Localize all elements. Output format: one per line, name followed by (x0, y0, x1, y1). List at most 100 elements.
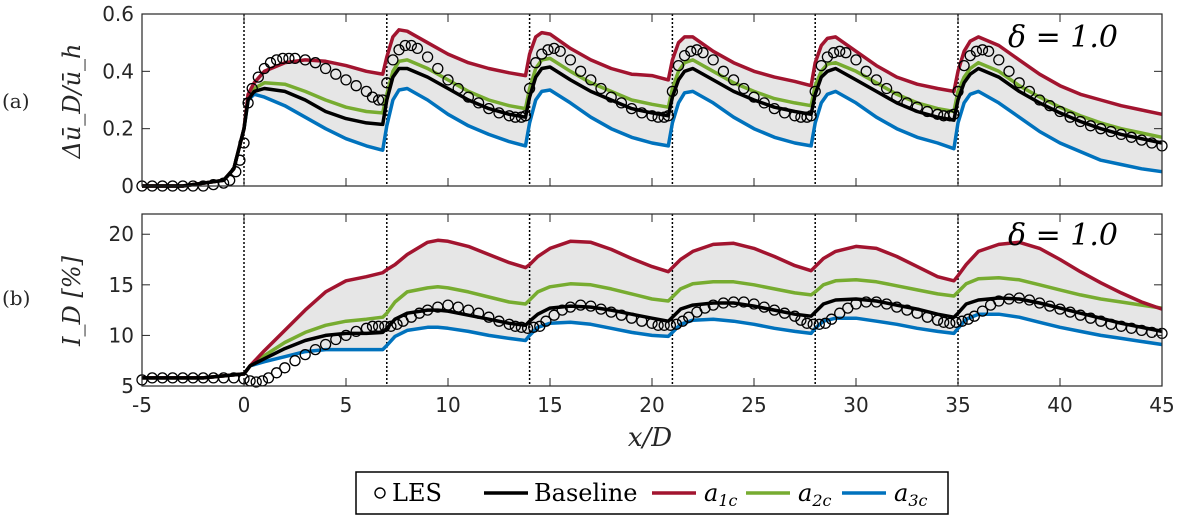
les-point-b-105 (1033, 297, 1046, 309)
les-point-a-64 (646, 110, 658, 122)
les-point-a-61 (615, 97, 628, 109)
les-point-b-64 (683, 311, 695, 323)
les-point-b-88 (891, 301, 903, 313)
les-point-b-42 (509, 320, 521, 332)
xtick-label-7: 30 (843, 393, 868, 417)
les-point-a-91 (840, 47, 852, 59)
les-point-b-52 (585, 300, 597, 312)
les-point-a-93 (860, 65, 872, 77)
les-point-a-82 (789, 110, 801, 122)
les-point-a-89 (827, 47, 840, 59)
les-point-b-58 (646, 317, 658, 329)
les-point-a-100 (931, 108, 944, 120)
xtick-label-6: 25 (741, 393, 766, 417)
panel-label-a: (a) (2, 89, 30, 113)
les-point-b-72 (758, 301, 770, 313)
xtick-label-4: 15 (537, 393, 562, 417)
les-point-a-18 (270, 54, 283, 66)
les-point-b-75 (789, 310, 801, 322)
les-point-a-30 (372, 94, 385, 106)
les-point-a-113 (1023, 85, 1036, 98)
les-point-a-33 (387, 54, 399, 66)
les-point-b-104 (1023, 294, 1036, 306)
les-point-b-96 (956, 315, 968, 327)
xtick-label-9: 40 (1047, 393, 1072, 417)
ylabel-b: I_D [%] (58, 255, 86, 347)
les-point-b-91 (921, 311, 934, 323)
les-point-b-16 (279, 362, 291, 374)
les-point-a-23 (309, 57, 322, 69)
les-point-b-77 (801, 317, 813, 329)
series-a1c-a (142, 28, 1163, 188)
xtick-label-0: -5 (132, 393, 152, 417)
les-point-b-81 (825, 313, 838, 325)
les-point-a-25 (330, 68, 342, 80)
les-point-b-19 (309, 343, 322, 356)
les-point-a-49 (519, 110, 532, 122)
les-point-a-95 (880, 82, 893, 95)
legend-label-Baseline: Baseline (534, 479, 637, 507)
les-point-a-78 (748, 91, 760, 103)
les-point-a-51 (530, 57, 542, 69)
les-point-b-78 (807, 318, 819, 330)
les-point-a-103 (948, 108, 960, 120)
les-point-a-74 (707, 54, 719, 66)
les-point-a-99 (921, 105, 934, 118)
series-a3c-b (142, 312, 1163, 380)
les-point-a-24 (319, 62, 332, 75)
les-point-a-40 (442, 74, 454, 86)
les-point-a-110 (993, 54, 1005, 66)
les-point-b-25 (366, 320, 379, 332)
les-point-a-19 (277, 52, 289, 65)
les-point-a-67 (662, 110, 674, 122)
les-point-a-8 (217, 177, 230, 189)
les-point-a-62 (625, 102, 638, 115)
ylabel-a-text: Δū_D/ū_h (58, 43, 86, 159)
ylabel-a: Δū_D/ū_h (58, 43, 86, 159)
les-point-b-48 (548, 309, 560, 321)
les-point-b-74 (778, 307, 791, 319)
les-point-b-109 (1074, 309, 1087, 321)
les-point-a-13 (242, 97, 254, 109)
les-point-a-125 (1146, 137, 1158, 149)
ytick-label-a-2: 0.4 (102, 59, 134, 83)
les-point-a-44 (483, 102, 495, 115)
xtick-label-2: 5 (340, 393, 353, 417)
les-point-b-71 (748, 298, 760, 310)
les-point-a-56 (564, 54, 577, 66)
les-point-a-96 (891, 91, 903, 103)
les-point-b-60 (658, 319, 670, 331)
les-point-a-9 (224, 174, 236, 186)
plot-area-b: 5 10 15 20 -5 0 5 10 15 20 25 30 35 40 45 (109, 213, 1175, 417)
les-point-a-57 (574, 65, 587, 77)
les-point-a-118 (1074, 115, 1087, 128)
les-point-a-42 (462, 91, 475, 103)
les-point-a-75 (717, 65, 730, 77)
les-point-b-47 (540, 315, 552, 327)
les-point-a-85 (805, 110, 817, 122)
les-point-a-120 (1095, 123, 1107, 135)
les-point-a-98 (911, 101, 923, 113)
les-point-a-71 (685, 45, 697, 57)
panel-label-b: (b) (2, 286, 30, 310)
les-point-b-56 (625, 312, 638, 324)
les-point-a-26 (340, 74, 352, 86)
les-point-a-72 (691, 44, 703, 56)
les-point-a-58 (585, 74, 597, 86)
series-a2c-a (142, 56, 1163, 188)
legend-label-LES: LES (392, 479, 442, 507)
les-point-b-20 (319, 338, 332, 351)
les-point-a-11 (234, 154, 246, 166)
les-point-b-106 (1044, 300, 1056, 312)
les-point-b-55 (615, 309, 628, 321)
ylabel-b-text: I_D [%] (58, 255, 86, 347)
les-point-a-63 (636, 107, 648, 119)
les-point-b-95 (950, 316, 962, 328)
les-point-a-54 (548, 42, 560, 55)
les-point-a-35 (399, 39, 411, 52)
les-point-b-97 (962, 313, 974, 325)
les-point-b-107 (1054, 303, 1066, 315)
les-point-a-39 (432, 62, 444, 75)
les-point-a-92 (850, 54, 862, 66)
